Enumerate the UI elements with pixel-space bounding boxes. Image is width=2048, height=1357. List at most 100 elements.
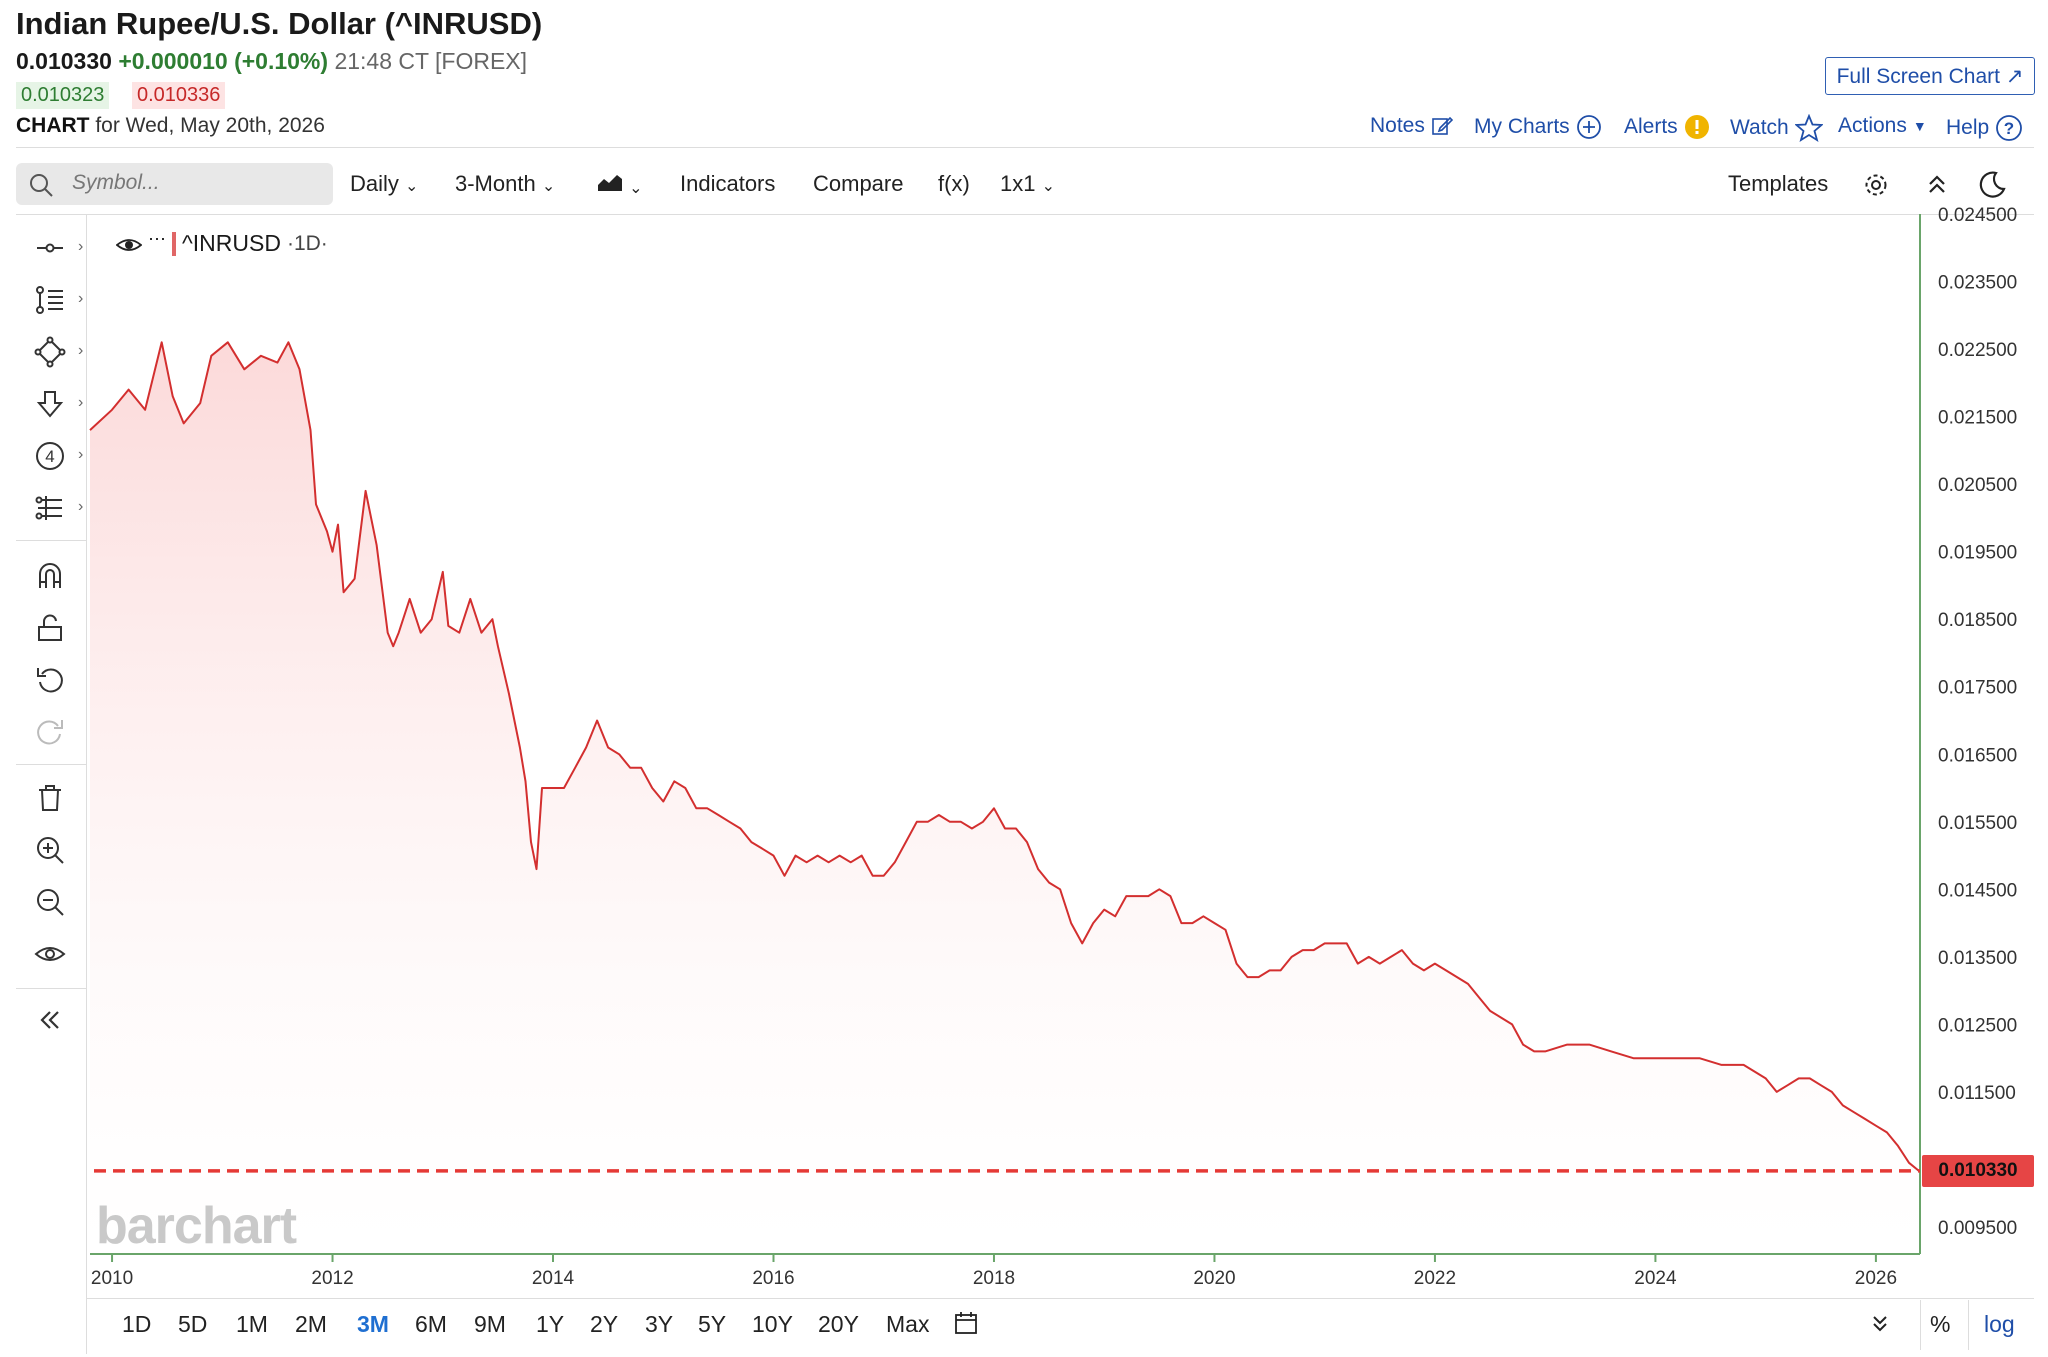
help-icon: ? xyxy=(1996,115,2023,141)
range-button-6m[interactable]: 6M xyxy=(415,1311,447,1337)
indicators-button[interactable]: Indicators xyxy=(680,171,776,196)
data-point xyxy=(1081,942,1083,944)
range-button-3m[interactable]: 3M xyxy=(357,1311,389,1337)
range-button-max[interactable]: Max xyxy=(886,1311,930,1337)
data-point xyxy=(1853,1111,1855,1113)
symbol-search-input[interactable] xyxy=(16,163,333,205)
data-point xyxy=(541,787,543,789)
range-button-1m[interactable]: 1M xyxy=(236,1311,268,1337)
more-options-icon[interactable]: ⋯ xyxy=(148,229,166,249)
fibonacci-tool-icon[interactable]: › xyxy=(34,284,83,316)
data-point xyxy=(596,720,598,722)
range-button-5d[interactable]: 5D xyxy=(178,1311,208,1337)
data-point xyxy=(1214,922,1216,924)
data-point xyxy=(1026,841,1028,843)
data-point xyxy=(376,544,378,546)
data-point xyxy=(872,875,874,877)
range-button-2m[interactable]: 2M xyxy=(295,1311,327,1337)
sidebar-divider xyxy=(16,540,86,541)
data-point xyxy=(1489,1010,1491,1012)
price-line xyxy=(89,341,1920,1172)
magnet-icon[interactable] xyxy=(34,560,66,592)
data-point xyxy=(662,801,664,803)
percent-scale-button[interactable]: % xyxy=(1930,1311,1951,1337)
help-link[interactable]: Help ? xyxy=(1946,114,2023,142)
x-tick-label: 2018 xyxy=(973,1268,1015,1289)
zoom-out-icon[interactable] xyxy=(34,886,66,918)
shape-tool-icon[interactable]: › xyxy=(34,336,83,368)
edit-icon xyxy=(1432,116,1453,135)
full-screen-chart-button[interactable]: Full Screen Chart ↗ xyxy=(1825,57,2035,95)
area-chart-icon xyxy=(598,175,622,191)
help-label: Help xyxy=(1946,116,1990,139)
arrow-tool-icon[interactable]: › xyxy=(34,388,83,420)
log-scale-button[interactable]: log xyxy=(1984,1311,2015,1337)
range-button-3y[interactable]: 3Y xyxy=(645,1311,674,1337)
data-point xyxy=(1544,1050,1546,1052)
chart-date-label: CHART for Wed, May 20th, 2026 xyxy=(16,114,325,138)
y-tick-label: 0.016500 xyxy=(1938,745,2017,766)
measure-tool-icon[interactable]: › xyxy=(34,492,83,524)
toolbar-divider xyxy=(16,214,2034,215)
collapse-up-icon[interactable] xyxy=(1924,172,1950,198)
data-point xyxy=(1136,895,1138,897)
data-point xyxy=(1191,922,1193,924)
data-point xyxy=(172,395,174,397)
layout-dropdown[interactable]: 1x1 ⌄ xyxy=(1000,171,1055,197)
chevron-right-icon: › xyxy=(78,238,84,255)
interval-label: Daily xyxy=(350,171,399,196)
settings-gear-icon[interactable] xyxy=(1862,171,1890,199)
data-point xyxy=(607,747,609,749)
range-button-10y[interactable]: 10Y xyxy=(752,1311,793,1337)
sidebar-divider xyxy=(16,764,86,765)
data-point xyxy=(916,821,918,823)
line-tool-icon[interactable]: › xyxy=(34,232,83,264)
caret-down-icon: ▼ xyxy=(1912,118,1927,134)
range-button-5y[interactable]: 5Y xyxy=(698,1311,727,1337)
range-button-9m[interactable]: 9M xyxy=(474,1311,506,1337)
range-button-20y[interactable]: 20Y xyxy=(818,1311,859,1337)
notes-link[interactable]: Notes xyxy=(1370,114,1453,138)
range-button-2y[interactable]: 2Y xyxy=(590,1311,619,1337)
data-point xyxy=(1037,868,1039,870)
calendar-icon[interactable] xyxy=(953,1310,979,1336)
templates-button[interactable]: Templates xyxy=(1728,171,1829,196)
period-dropdown[interactable]: 3-Month ⌄ xyxy=(455,171,555,197)
trash-icon[interactable] xyxy=(34,782,66,814)
watch-link[interactable]: Watch xyxy=(1730,114,1823,142)
data-point xyxy=(469,598,471,600)
data-point xyxy=(431,618,433,620)
dark-mode-moon-icon[interactable] xyxy=(1977,170,2007,200)
data-point xyxy=(773,855,775,857)
range-bar-divider xyxy=(86,1298,2034,1299)
data-point xyxy=(1875,1125,1877,1127)
redo-icon[interactable] xyxy=(34,716,66,748)
numbered-marker-icon[interactable]: 4 › xyxy=(34,440,83,472)
function-button[interactable]: f(x) xyxy=(938,171,970,196)
compare-button[interactable]: Compare xyxy=(813,171,904,196)
range-button-1y[interactable]: 1Y xyxy=(536,1311,565,1337)
alerts-link[interactable]: Alerts xyxy=(1624,114,1710,140)
expand-down-icon[interactable] xyxy=(1868,1312,1892,1336)
data-point xyxy=(420,632,422,634)
series-legend[interactable]: ⋯ ^INRUSD ·1D· xyxy=(116,229,328,257)
range-button-1d[interactable]: 1D xyxy=(122,1311,152,1337)
visibility-eye-icon[interactable] xyxy=(34,938,66,970)
data-point xyxy=(1677,1057,1679,1059)
zoom-in-icon[interactable] xyxy=(34,834,66,866)
chart-type-dropdown[interactable]: ⌄ xyxy=(597,171,643,199)
chevron-down-icon: ⌄ xyxy=(629,180,643,197)
data-point xyxy=(563,787,565,789)
x-tick-label: 2010 xyxy=(91,1268,133,1289)
actions-menu[interactable]: Actions ▼ xyxy=(1838,114,1927,138)
unlock-icon[interactable] xyxy=(34,612,66,644)
interval-dropdown[interactable]: Daily ⌄ xyxy=(350,171,418,197)
alert-icon xyxy=(1684,115,1709,139)
my-charts-link[interactable]: My Charts xyxy=(1474,114,1602,140)
collapse-sidebar-icon[interactable] xyxy=(34,1004,66,1036)
undo-icon[interactable] xyxy=(34,664,66,696)
data-point xyxy=(144,409,146,411)
data-point xyxy=(629,767,631,769)
eye-icon[interactable] xyxy=(116,235,142,253)
